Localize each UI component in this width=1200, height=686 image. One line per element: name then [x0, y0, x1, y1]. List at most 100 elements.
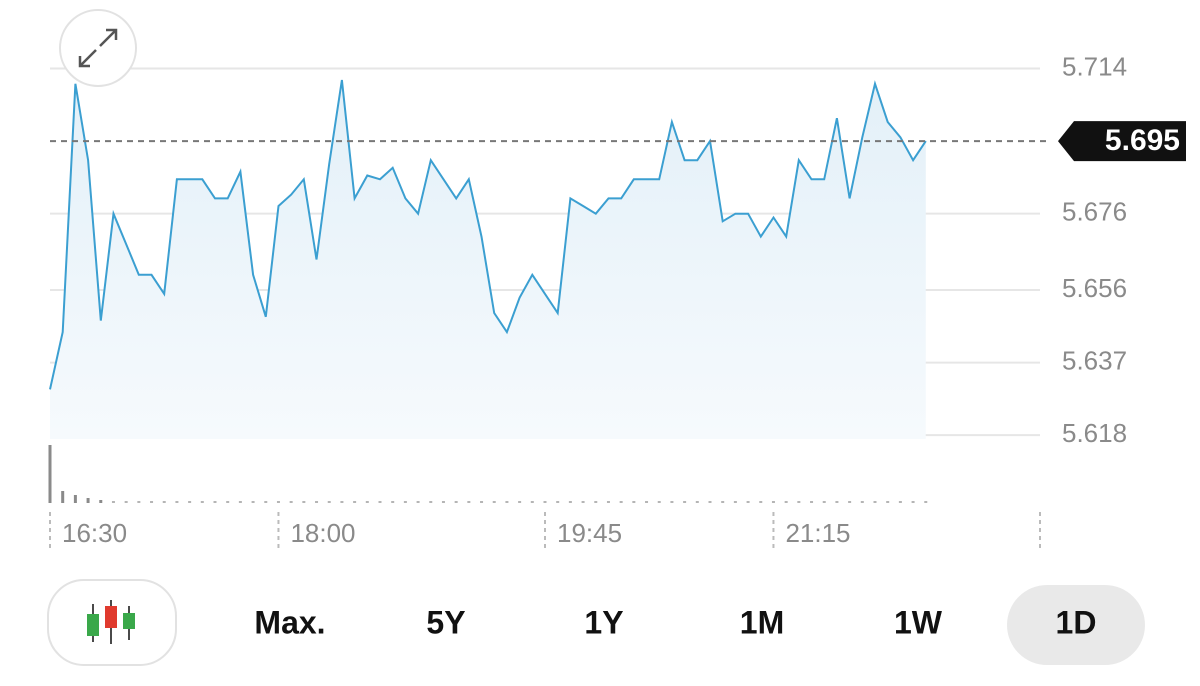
volume-bar — [810, 501, 814, 503]
volume-bar — [441, 501, 445, 503]
expand-button[interactable] — [59, 9, 137, 87]
volume-bar — [162, 501, 166, 503]
volume-bar — [315, 501, 319, 503]
volume-bar — [264, 501, 268, 503]
volume-bar — [467, 501, 471, 503]
volume-bar — [48, 445, 52, 503]
volume-bar — [708, 501, 712, 503]
expand-circle — [59, 9, 137, 87]
volume-bar — [327, 501, 331, 503]
volume-bar — [746, 501, 750, 503]
volume-bar — [99, 500, 103, 503]
x-tick-label: 16:30 — [62, 518, 127, 548]
y-tick-label: 5.656 — [1062, 273, 1127, 303]
range-button[interactable]: Max. — [254, 604, 325, 640]
y-tick-label: 5.637 — [1062, 345, 1127, 375]
range-button[interactable]: 1M — [740, 604, 784, 640]
range-button[interactable]: 1Y — [584, 604, 623, 640]
volume-bar — [480, 501, 484, 503]
volume-bar — [581, 501, 585, 503]
volume-bar — [416, 501, 420, 503]
range-button-label: 1D — [1056, 604, 1097, 640]
volume-bar — [835, 501, 839, 503]
volume-bar — [759, 501, 763, 503]
range-button-label: 1Y — [584, 604, 623, 640]
volume-bar — [683, 501, 687, 503]
range-button[interactable]: 1W — [894, 604, 943, 640]
volume-bar — [530, 501, 534, 503]
volume-bar — [150, 501, 154, 503]
y-tick-label: 5.714 — [1062, 51, 1127, 81]
volume-bar — [340, 501, 344, 503]
candle-button[interactable] — [47, 579, 177, 666]
volume-bar — [226, 501, 230, 503]
range-button[interactable]: 5Y — [426, 604, 465, 640]
volume-bar — [733, 501, 737, 503]
range-button-label: 5Y — [426, 604, 465, 640]
volume-bar — [353, 501, 357, 503]
volume-bar — [543, 501, 547, 503]
volume-bar — [797, 501, 801, 503]
volume-bar — [188, 501, 192, 503]
volume-bar — [860, 501, 864, 503]
volume-bar — [492, 501, 496, 503]
range-button-label: Max. — [254, 604, 325, 640]
volume-bar — [645, 501, 649, 503]
volume-bar — [822, 501, 826, 503]
range-button[interactable]: 1D — [1007, 585, 1145, 665]
volume-bar — [911, 501, 915, 503]
volume-bar — [124, 501, 128, 503]
range-button-label: 1M — [740, 604, 784, 640]
volume-bar — [86, 498, 90, 503]
volume-bar — [848, 501, 852, 503]
volume-bar — [73, 495, 77, 503]
volume-bar — [898, 501, 902, 503]
volume-bar — [594, 501, 598, 503]
volume-bar — [771, 501, 775, 503]
volume-bar — [429, 501, 433, 503]
volume-bar — [556, 501, 560, 503]
volume-bar — [289, 501, 293, 503]
current-price-label: 5.695 — [1105, 124, 1180, 157]
volume-bar — [238, 501, 242, 503]
volume-bar — [175, 501, 179, 503]
current-price-badge — [1058, 121, 1186, 162]
volume-bar — [873, 501, 877, 503]
expand-icon — [78, 28, 118, 68]
volume-bar — [200, 501, 204, 503]
price-line — [49, 79, 927, 390]
price-area — [50, 80, 926, 439]
volume-bar — [924, 501, 928, 503]
volume-bar — [61, 491, 65, 503]
volume-bar — [657, 501, 661, 503]
volume-bar — [111, 501, 115, 503]
volume-bar — [721, 501, 725, 503]
range-button-label: 1W — [894, 604, 943, 640]
volume-bar — [251, 501, 255, 503]
volume-bar — [886, 501, 890, 503]
volume-bar — [403, 501, 407, 503]
volume-bar — [276, 501, 280, 503]
volume-bar — [619, 501, 623, 503]
y-tick-label: 5.676 — [1062, 197, 1127, 227]
volume-bar — [378, 501, 382, 503]
volume-bar — [365, 501, 369, 503]
x-tick-label: 18:00 — [290, 518, 355, 548]
volume-bar — [518, 501, 522, 503]
volume-bar — [568, 501, 572, 503]
x-tick-label: 19:45 — [557, 518, 622, 548]
volume-bar — [670, 501, 674, 503]
volume-bar — [213, 501, 217, 503]
volume-bar — [784, 501, 788, 503]
volume-bar — [606, 501, 610, 503]
volume-bar — [505, 501, 509, 503]
x-tick-label: 21:15 — [785, 518, 850, 548]
volume-bar — [632, 501, 636, 503]
selected-pill — [1007, 585, 1145, 665]
volume-bar — [137, 501, 141, 503]
volume-bar — [695, 501, 699, 503]
volume-bar — [454, 501, 458, 503]
y-tick-label: 5.618 — [1062, 418, 1127, 448]
volume-bar — [302, 501, 306, 503]
